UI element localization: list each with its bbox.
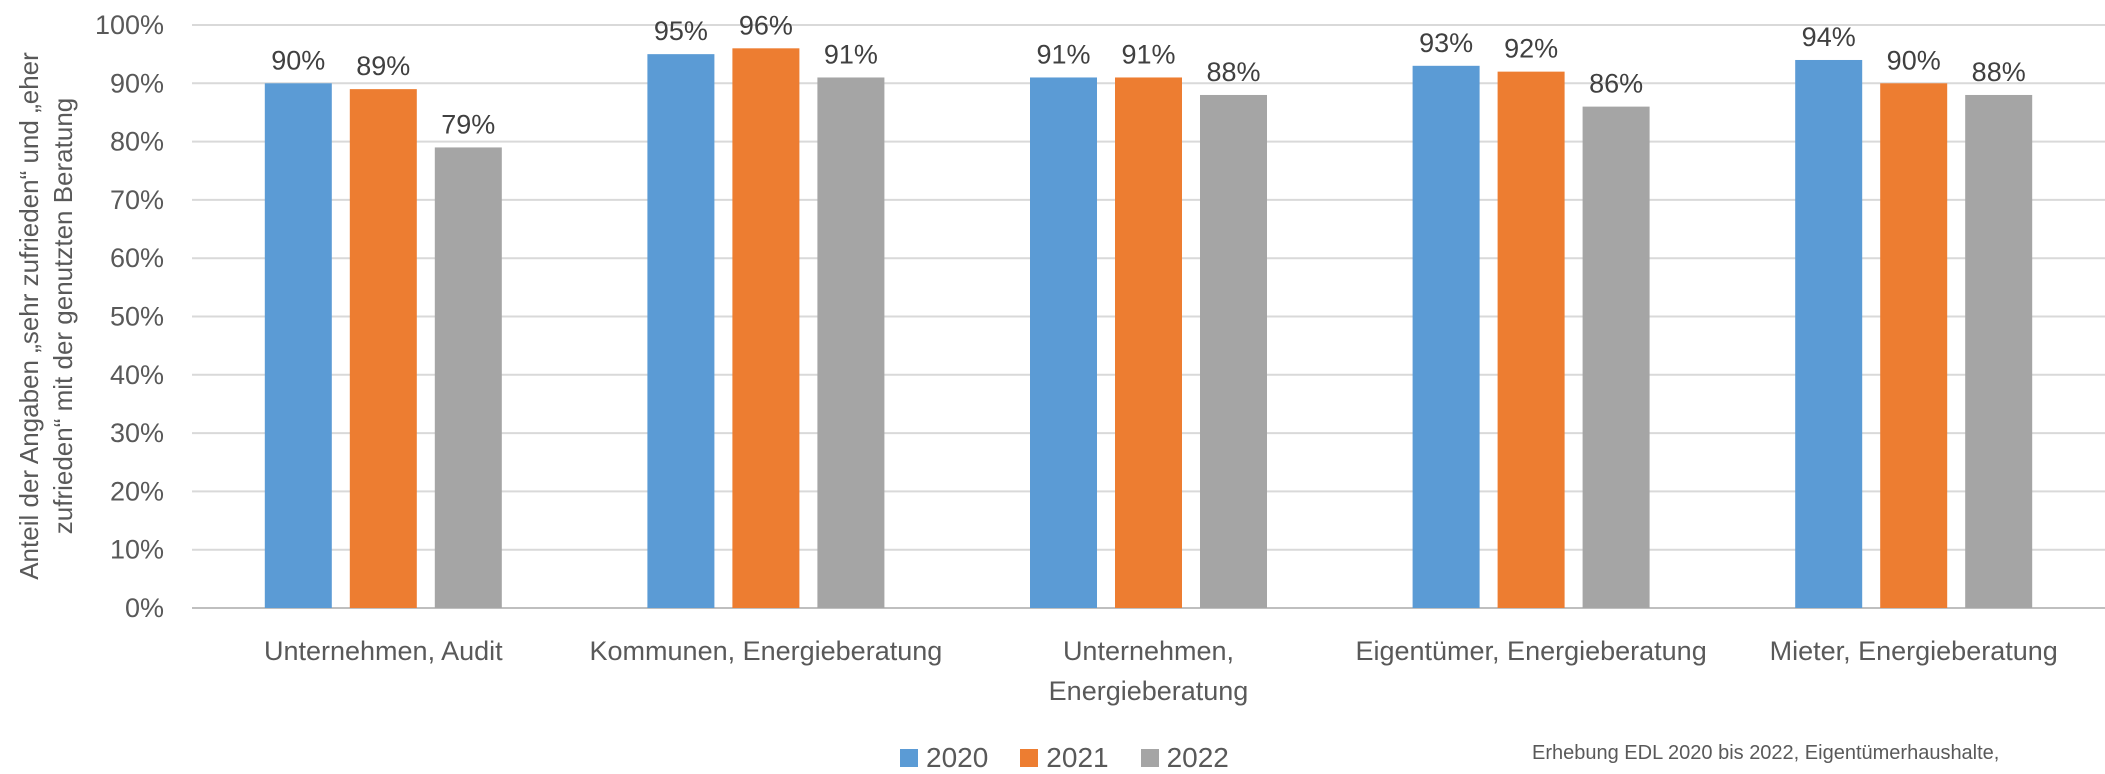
y-tick-label: 10% [110, 535, 164, 565]
y-tick-label: 50% [110, 302, 164, 332]
category-label: Mieter, Energieberatung [1770, 636, 2058, 666]
legend-label-2020: 2020 [926, 742, 989, 773]
bar-2021 [1880, 83, 1948, 609]
y-tick-label: 70% [110, 185, 164, 215]
legend-item-2021: 2021 [1020, 742, 1109, 774]
y-axis-label: Anteil der Angaben „sehr zufrieden“ und … [14, 52, 78, 580]
bar-2020 [647, 54, 715, 608]
y-tick-label: 80% [110, 127, 164, 157]
y-tick-label: 60% [110, 243, 164, 273]
bar-2020 [1030, 77, 1097, 609]
bar-2021 [1497, 71, 1565, 608]
data-label: 95% [654, 16, 708, 46]
legend-item-2022: 2022 [1140, 742, 1229, 774]
legend-label-2022: 2022 [1166, 742, 1229, 773]
data-label: 91% [1036, 39, 1090, 69]
legend-swatch-2020 [900, 749, 918, 767]
y-tick-label: 40% [110, 360, 164, 390]
legend-item-2020: 2020 [900, 742, 988, 774]
bar-2021 [732, 48, 800, 608]
bar-2022 [1200, 94, 1267, 608]
data-label: 79% [441, 109, 495, 139]
bar-2020 [1412, 65, 1480, 608]
y-axis-ticks: 0% 10% 20% 30% 40% 50% 60% 70% 80% 90% 100% [95, 10, 164, 623]
data-label: 86% [1589, 69, 1643, 99]
y-tick-label: 90% [110, 68, 164, 98]
data-label: 91% [824, 39, 878, 69]
data-label: 94% [1802, 22, 1856, 52]
bars [264, 48, 2033, 609]
y-tick-label: 100% [95, 10, 164, 40]
bar-2022 [1965, 94, 2033, 608]
data-label: 91% [1121, 39, 1175, 69]
bar-2022 [434, 147, 502, 608]
data-label: 96% [739, 10, 793, 40]
bar-2022 [817, 77, 885, 609]
category-label: Unternehmen, Energieberatung [1049, 636, 1249, 706]
data-label: 92% [1504, 34, 1558, 64]
legend: 2020 2021 2022 [900, 742, 1229, 774]
bar-2020 [1795, 59, 1863, 609]
data-labels: 90% 89% 79% 95% 96% 91% 91% 91% 88% 93% 92% 86% 94% 9… [271, 10, 2025, 139]
category-labels: Unternehmen, Audit Kommunen, Energieberat… [264, 636, 2058, 706]
data-label: 88% [1972, 57, 2026, 87]
bar-2021 [1115, 77, 1182, 609]
data-label: 93% [1419, 28, 1473, 58]
legend-swatch-2021 [1020, 749, 1039, 767]
bar-2022 [1582, 106, 1650, 609]
data-label: 88% [1206, 57, 1260, 87]
legend-swatch-2022 [1140, 749, 1159, 767]
data-label: 90% [1887, 45, 1941, 75]
category-label: Unternehmen, Audit [264, 636, 503, 666]
bar-2020 [264, 83, 332, 609]
category-label: Kommunen, Energieberatung [590, 636, 943, 666]
source-note: Erhebung EDL 2020 bis 2022, Eigentümerha… [1532, 742, 2000, 764]
category-label: Eigentümer, Energieberatung [1355, 636, 1706, 666]
data-label: 90% [271, 45, 325, 75]
y-tick-label: 0% [125, 593, 164, 623]
legend-label-2021: 2021 [1046, 742, 1109, 773]
y-tick-label: 30% [110, 418, 164, 448]
bar-2021 [349, 89, 417, 608]
data-label: 89% [356, 51, 410, 81]
y-tick-label: 20% [110, 476, 164, 506]
